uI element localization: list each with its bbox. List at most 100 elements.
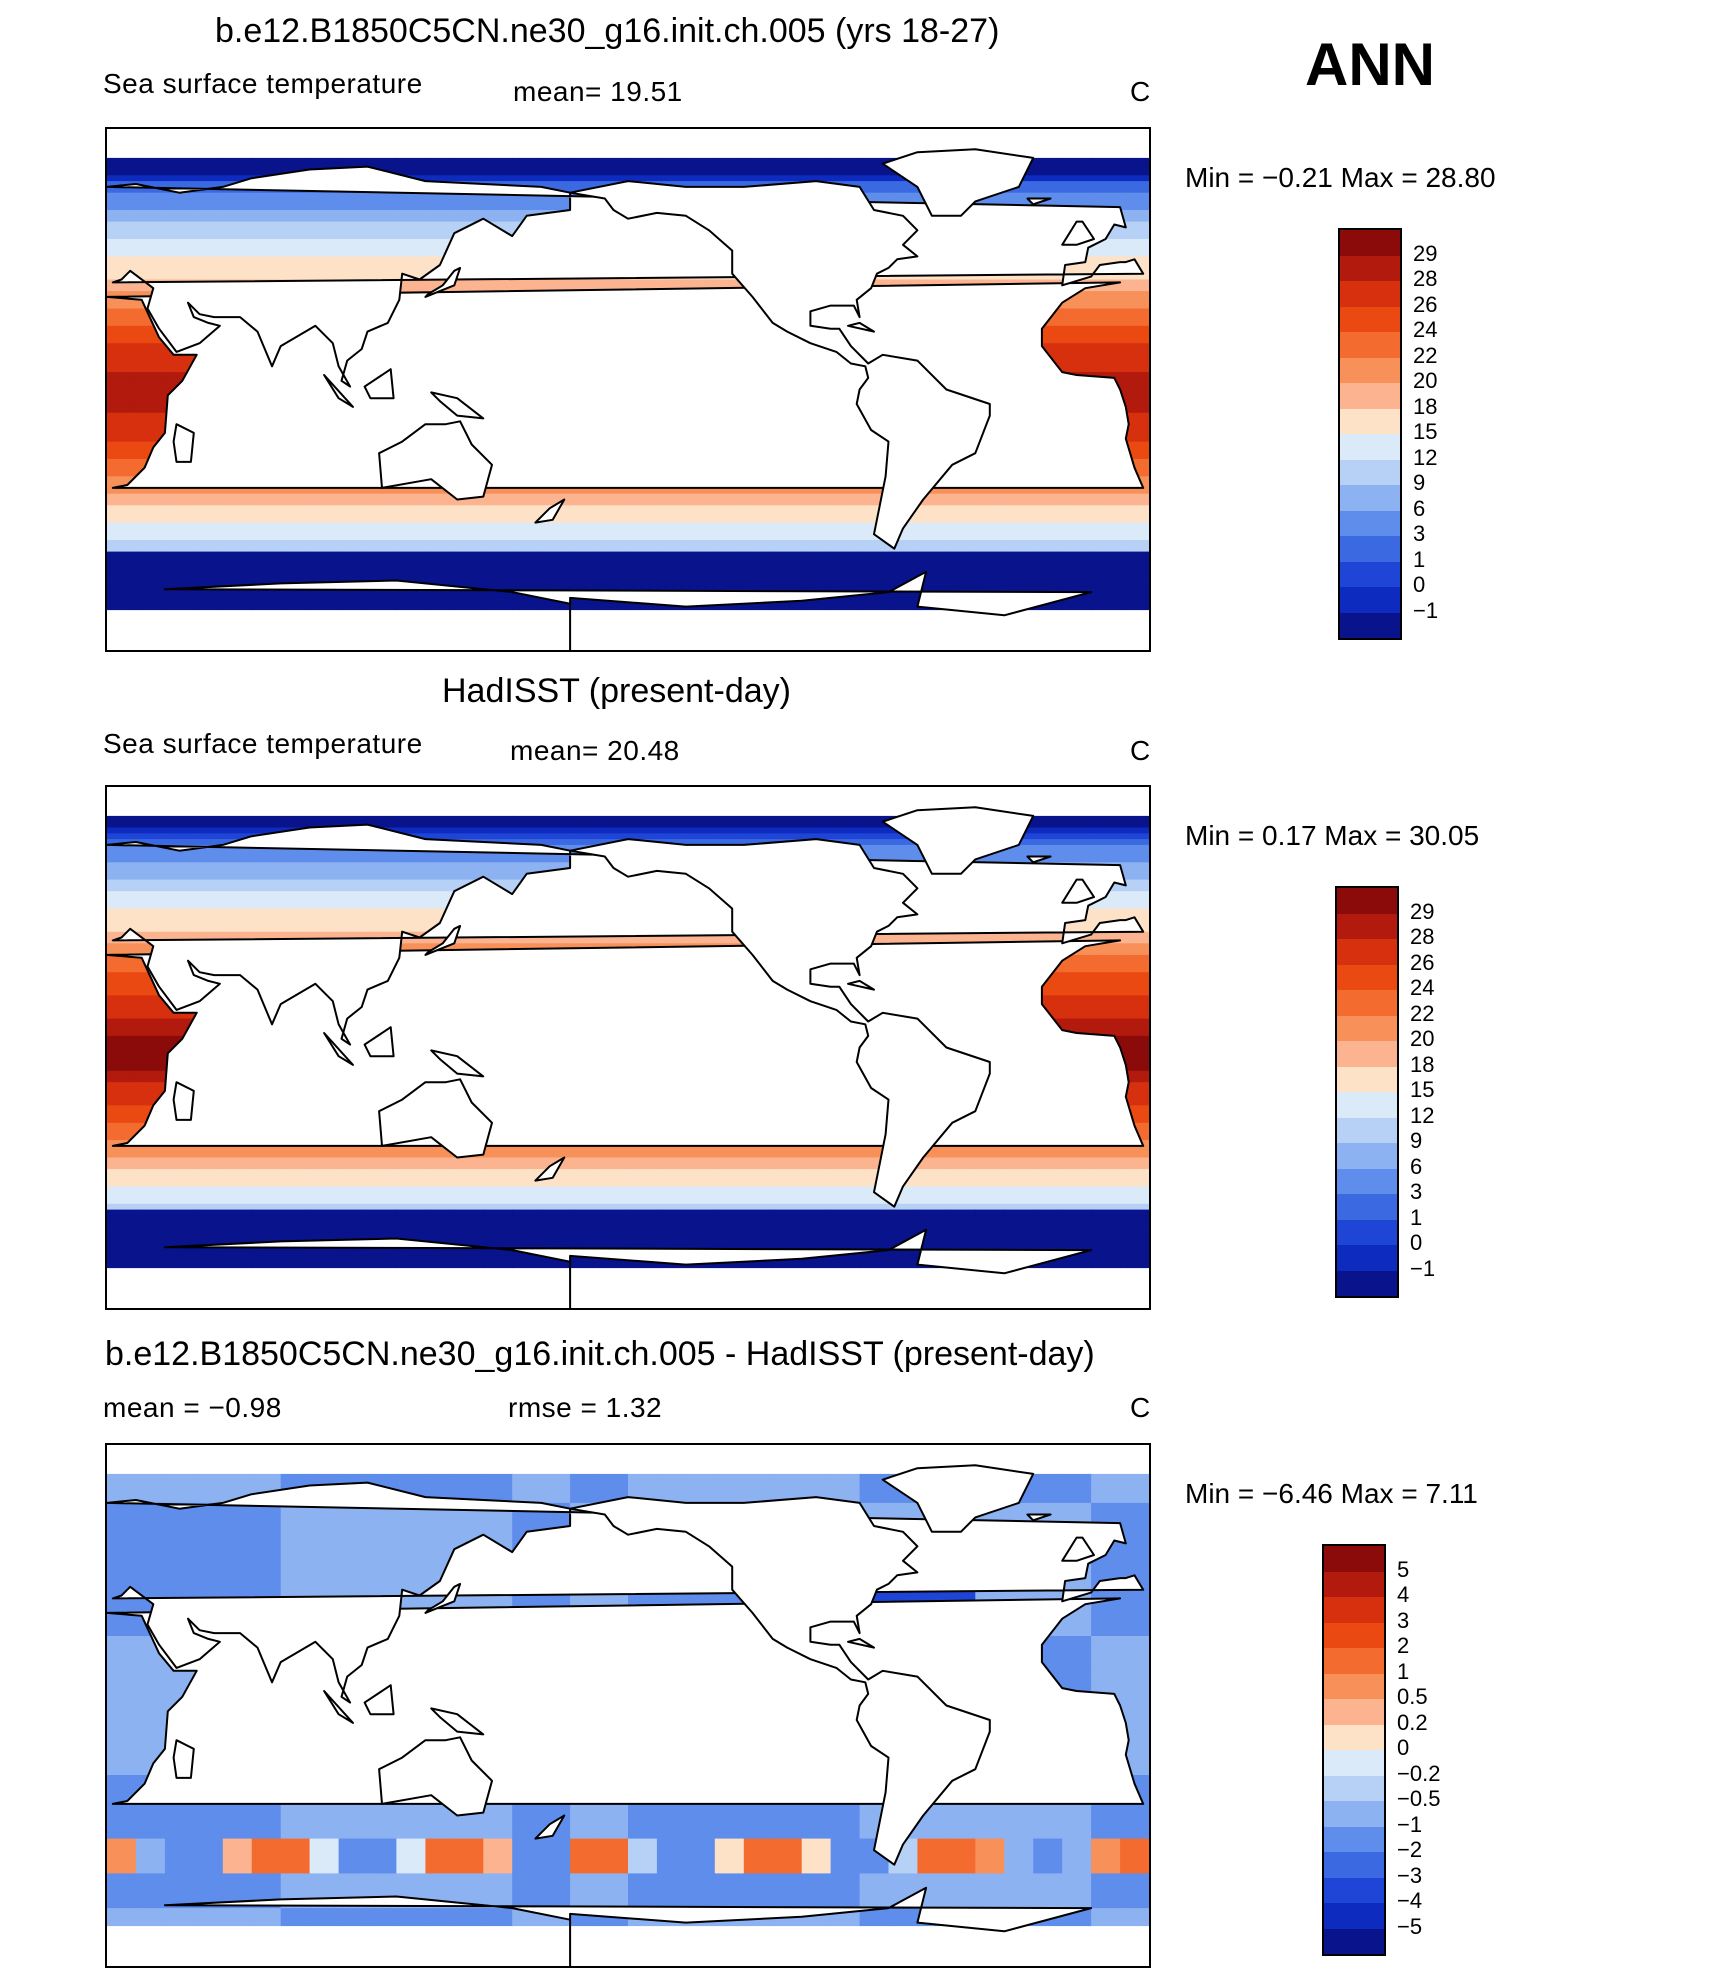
- ocean-cell: [251, 210, 282, 217]
- ocean-cell: [164, 493, 195, 501]
- ocean-cell: [309, 557, 340, 564]
- ocean-cell: [164, 204, 195, 211]
- ocean-cell: [917, 545, 947, 553]
- ocean-cell: [107, 499, 137, 506]
- ocean-cell: [1062, 296, 1092, 304]
- ocean-cell: [367, 163, 397, 171]
- ocean-cell: [1062, 856, 1092, 863]
- ocean-cell: [714, 163, 745, 171]
- ocean-cell: [483, 204, 513, 211]
- ocean-cell: [1091, 314, 1121, 321]
- ocean-cell: [685, 540, 716, 547]
- ocean-cell: [1120, 430, 1149, 437]
- ocean-cell: [338, 233, 369, 240]
- ocean-cell: [193, 902, 224, 910]
- ocean-cell: [483, 873, 513, 881]
- ocean-cell: [1091, 499, 1121, 506]
- ocean-cell: [946, 279, 976, 286]
- ocean-cell: [570, 522, 600, 529]
- ocean-cell: [1004, 545, 1034, 553]
- ocean-cell: [164, 516, 195, 524]
- panel-1-map: [105, 127, 1151, 652]
- ocean-cell: [107, 424, 137, 431]
- ocean-cell: [164, 1035, 195, 1043]
- ocean-cell: [107, 401, 137, 408]
- ocean-cell: [1120, 424, 1149, 431]
- ocean-cell: [251, 239, 282, 246]
- ocean-cell: [541, 181, 571, 188]
- ocean-cell: [628, 551, 658, 558]
- ocean-cell: [396, 545, 426, 553]
- ocean-cell: [1120, 873, 1149, 881]
- ocean-cell: [685, 815, 716, 823]
- ocean-cell: [483, 210, 513, 217]
- ocean-cell: [801, 493, 832, 501]
- ocean-cell: [309, 920, 340, 927]
- ocean-cell: [1004, 528, 1034, 535]
- ocean-cell: [1033, 516, 1063, 524]
- ocean-cell: [1120, 540, 1149, 547]
- ocean-cell: [512, 210, 542, 217]
- ocean-cell: [512, 580, 542, 587]
- ocean-cell: [1091, 856, 1121, 863]
- land-outline: [163, 570, 1093, 650]
- ocean-cell: [135, 862, 166, 869]
- ocean-cell: [454, 198, 484, 205]
- ocean-cell: [599, 937, 629, 944]
- ocean-cell: [251, 505, 282, 512]
- ocean-cell: [135, 569, 166, 576]
- ocean-cell: [1120, 534, 1149, 541]
- ocean-cell: [1091, 839, 1121, 846]
- ocean-cell: [135, 580, 166, 587]
- ocean-cell: [396, 925, 426, 933]
- ocean-cell: [801, 597, 832, 605]
- ocean-cell: [628, 505, 658, 512]
- ocean-cell: [425, 1151, 455, 1159]
- ocean-cell: [628, 1151, 658, 1159]
- ocean-cell: [772, 574, 803, 582]
- ocean-cell: [1091, 833, 1121, 840]
- ocean-cell: [1091, 983, 1121, 991]
- ocean-cell: [1033, 325, 1063, 333]
- ocean-cell: [685, 157, 716, 165]
- ocean-cell: [367, 528, 397, 535]
- ocean-cell: [222, 267, 253, 275]
- ocean-cell: [1120, 908, 1149, 915]
- ocean-cell: [975, 1151, 1005, 1159]
- ocean-cell: [338, 592, 369, 599]
- ocean-cell: [280, 850, 311, 858]
- ocean-cell: [164, 603, 195, 611]
- ocean-cell: [772, 534, 803, 541]
- ocean-cell: [656, 511, 687, 518]
- ocean-cell: [1091, 978, 1121, 985]
- ocean-cell: [338, 902, 369, 910]
- ocean-cell: [1120, 949, 1149, 956]
- ocean-cell: [135, 250, 166, 257]
- ocean-cell: [193, 244, 224, 252]
- ocean-cell: [628, 1145, 658, 1153]
- ocean-cell: [222, 902, 253, 910]
- ocean-cell: [801, 499, 832, 506]
- ocean-cell: [280, 821, 311, 829]
- ocean-cell: [396, 815, 426, 823]
- ocean-cell: [772, 499, 803, 506]
- ocean-cell: [193, 833, 224, 840]
- ocean-cell: [454, 522, 484, 529]
- ocean-cell: [280, 931, 311, 939]
- ocean-cell: [164, 914, 195, 921]
- ocean-cell: [222, 493, 253, 501]
- ocean-cell: [107, 343, 137, 350]
- ocean-cell: [251, 815, 282, 823]
- ocean-cell: [570, 827, 600, 834]
- ocean-cell: [425, 821, 455, 829]
- ocean-cell: [222, 516, 253, 524]
- ocean-cell: [1120, 505, 1149, 512]
- land-outline: [569, 180, 991, 550]
- ocean-cell: [425, 879, 455, 886]
- ocean-cell: [309, 250, 340, 257]
- ocean-cell: [1120, 978, 1149, 985]
- ocean-cell: [1033, 511, 1063, 518]
- ocean-cell: [338, 522, 369, 529]
- ocean-cell: [164, 592, 195, 599]
- ocean-cell: [454, 827, 484, 834]
